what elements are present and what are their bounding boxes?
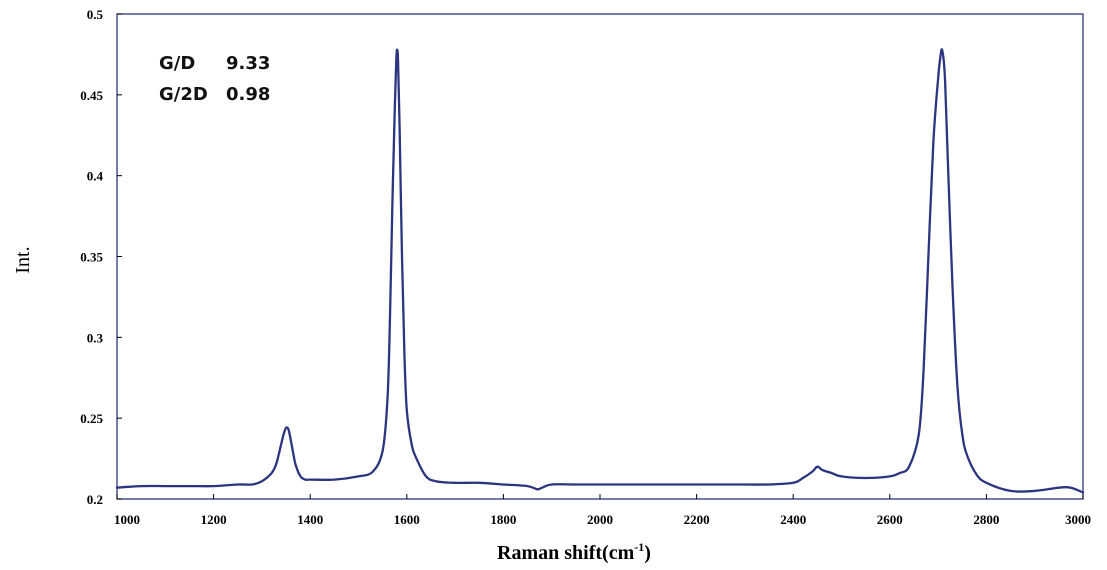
x-tick-label: 1400	[297, 512, 323, 527]
x-axis-label-close: )	[644, 542, 651, 564]
x-tick-label: 3000	[1065, 512, 1091, 527]
series-group	[115, 48, 1085, 494]
x-tick-label: 2800	[973, 512, 999, 527]
x-tick-label: 1600	[394, 512, 420, 527]
x-tick-label: 2400	[780, 512, 806, 527]
y-tick-label: 0.4	[87, 169, 104, 184]
annotation-g2d-value: 0.98	[226, 84, 270, 105]
y-axis-label: Int.	[12, 246, 34, 273]
annotation-g2d-label: G/2D	[159, 84, 208, 105]
y-tick-label: 0.5	[87, 7, 104, 22]
y-tick-label: 0.2	[87, 492, 103, 507]
x-tick-label: 1800	[490, 512, 516, 527]
y-tick-label: 0.35	[80, 250, 103, 265]
y-tick-label: 0.3	[87, 330, 104, 345]
x-axis-label-sup: -1	[634, 540, 644, 554]
x-tick-label: 2200	[684, 512, 710, 527]
annotation-gd-value: 9.33	[226, 53, 270, 74]
spectrum-line	[115, 48, 1085, 494]
y-tick-label: 0.25	[80, 411, 103, 426]
x-axis-label-main: Raman shift(cm	[497, 542, 635, 564]
axis-ticks: 1000 1200 1400 1600 1800 2000 2200 2400 2600 2800…	[80, 7, 1091, 527]
y-tick-label: 0.45	[80, 88, 103, 103]
x-tick-label: 2600	[877, 512, 903, 527]
annotation-gd-label: G/D	[159, 53, 195, 74]
x-tick-label: 2000	[587, 512, 613, 527]
x-tick-label: 1000	[114, 512, 140, 527]
x-tick-label: 1200	[201, 512, 227, 527]
x-axis-label: Raman shift(cm-1)	[497, 540, 651, 564]
